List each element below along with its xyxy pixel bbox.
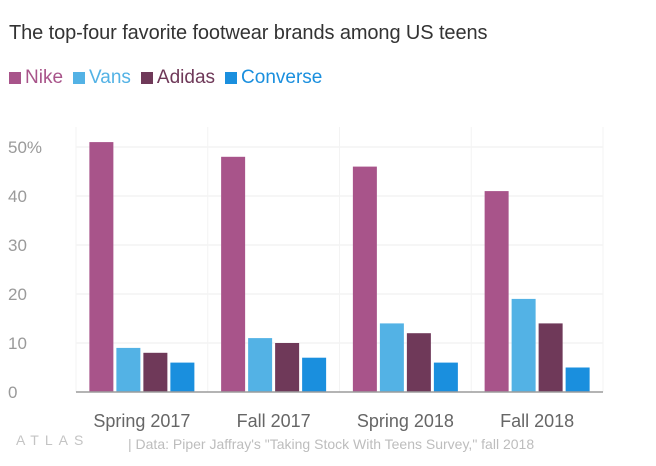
bar-nike-1 <box>89 142 114 392</box>
atlas-brand-label: ATLAS <box>16 432 90 448</box>
x-category-label-4: Fall 2018 <box>500 411 574 431</box>
legend-swatch-nike <box>9 72 21 84</box>
bar-vans-1 <box>116 347 141 392</box>
y-tick-label-50: 50% <box>8 138 42 157</box>
y-tick-label-30: 30 <box>8 236 27 255</box>
bar-vans-3 <box>379 323 404 392</box>
legend-swatch-vans <box>73 72 86 84</box>
chart-title: The top-four favorite footwear brands am… <box>9 22 488 44</box>
bar-nike-2 <box>221 156 246 392</box>
legend-label-adidas: Adidas <box>156 67 216 88</box>
bar-adidas-4 <box>538 323 563 392</box>
y-tick-label-0: 0 <box>8 383 17 402</box>
bar-adidas-1 <box>143 352 168 392</box>
y-tick-label-40: 40 <box>8 187 27 206</box>
bar-adidas-2 <box>275 343 300 392</box>
bar-nike-4 <box>484 191 509 392</box>
bar-vans-2 <box>248 338 273 392</box>
bar-vans-4 <box>511 298 536 392</box>
chart-legend: Nike Vans Adidas Converse <box>9 67 332 89</box>
legend-item-vans: Vans <box>73 67 131 89</box>
y-tick-label-10: 10 <box>8 334 27 353</box>
source-note: | Data: Piper Jaffray's "Taking Stock Wi… <box>128 436 535 452</box>
legend-label-nike: Nike <box>25 67 64 88</box>
bar-converse-2 <box>302 357 327 392</box>
legend-label-vans: Vans <box>89 67 131 88</box>
bar-nike-3 <box>352 166 377 392</box>
legend-swatch-converse <box>225 72 238 84</box>
x-category-label-2: Fall 2017 <box>237 411 311 431</box>
legend-item-adidas: Adidas <box>140 67 216 89</box>
y-tick-label-20: 20 <box>8 285 27 304</box>
legend-label-converse: Converse <box>241 67 323 88</box>
bar-converse-1 <box>170 362 195 392</box>
x-category-label-1: Spring 2017 <box>93 411 190 431</box>
legend-swatch-adidas <box>140 72 153 84</box>
bar-adidas-3 <box>406 333 431 392</box>
legend-item-converse: Converse <box>225 67 322 89</box>
x-category-label-3: Spring 2018 <box>357 411 454 431</box>
legend-item-nike: Nike <box>9 67 63 89</box>
bar-converse-4 <box>565 367 590 392</box>
bar-converse-3 <box>433 362 458 392</box>
